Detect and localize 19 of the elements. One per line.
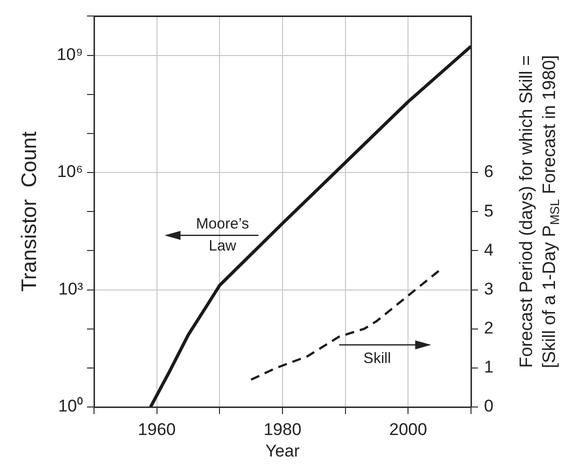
- x-tick-label: 2000: [389, 420, 428, 439]
- x-tick-label: 1960: [138, 420, 176, 439]
- y2-tick-label: 5: [484, 201, 494, 220]
- x-tick-label: 1980: [264, 420, 302, 439]
- series-label: Skill: [363, 350, 391, 367]
- legend-label: Moore’s Law: [196, 216, 250, 255]
- x-axis-title: Year: [265, 442, 300, 461]
- y-tick-label: 10⁹: [56, 44, 83, 64]
- y2-tick-label: 0: [484, 396, 494, 416]
- y-axis-title: Transistor Count: [18, 131, 41, 292]
- y2-tick-label: 6: [484, 162, 494, 182]
- y-tick-label: 10⁶: [57, 162, 83, 182]
- line-series: [250, 269, 441, 381]
- y2-tick-label: 4: [484, 240, 494, 260]
- y-tick-label: 10⁰: [58, 396, 83, 416]
- y2-tick-label: 1: [484, 358, 494, 377]
- y2-tick-label: 3: [484, 279, 494, 298]
- y2-tick-label: 2: [484, 318, 494, 338]
- y-tick-label: 10³: [58, 279, 84, 298]
